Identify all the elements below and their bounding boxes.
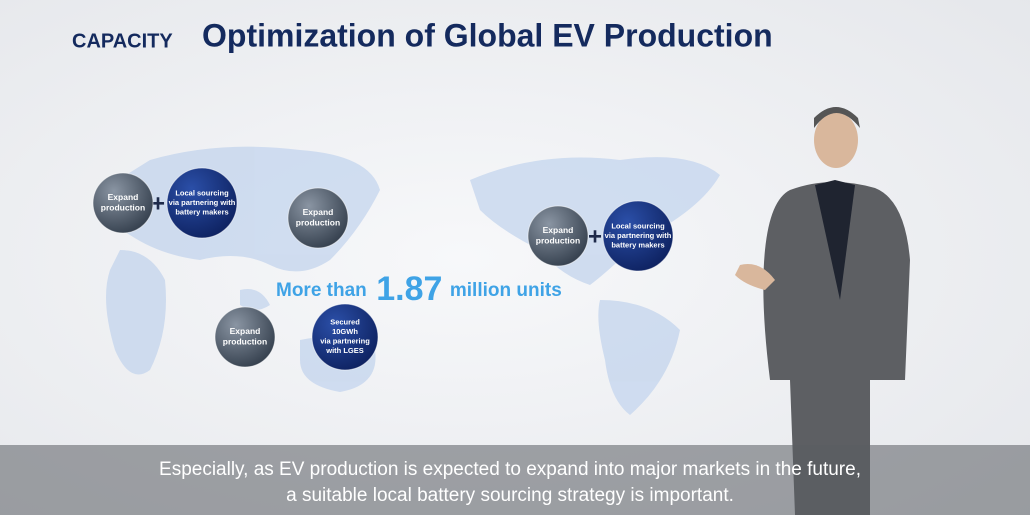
bubble-text: Expand (108, 192, 139, 202)
highlight-number: 1.87 (376, 270, 442, 308)
bubble-text: via partnering (320, 337, 370, 346)
caption-line: Especially, as EV production is expected… (159, 459, 861, 480)
bubble (166, 167, 238, 239)
bubble-text: 10GWh (332, 327, 358, 336)
bubble (527, 205, 589, 267)
bubble-text: battery makers (611, 240, 664, 249)
bubble-text: production (296, 218, 340, 228)
presenter (735, 107, 910, 515)
bubble-text: Expand (230, 326, 261, 336)
bubble-text: production (536, 236, 580, 246)
plus-signs: + + (151, 190, 602, 250)
highlight-suffix: million units (450, 280, 562, 301)
bubble-text: production (101, 203, 145, 213)
bubble-text: via partnering with (605, 231, 672, 240)
bubble-text: battery makers (175, 207, 228, 216)
caption-bar (0, 445, 1030, 515)
bubble-text: production (223, 337, 267, 347)
header-title: Optimization of Global EV Production (202, 17, 773, 53)
highlight: More than 1.87 million units (276, 270, 562, 308)
bubble (92, 172, 154, 234)
bubble (602, 200, 674, 272)
svg-text:+: + (151, 190, 165, 217)
svg-text:+: + (588, 223, 602, 250)
bubble-text: Local sourcing (175, 188, 229, 197)
highlight-prefix: More than (276, 280, 367, 301)
bubble (214, 306, 276, 368)
bubble-text: via partnering with (169, 198, 236, 207)
bubble-text: Secured (330, 318, 360, 327)
bubble-text: with LGES (325, 346, 364, 355)
bubble-text: Expand (543, 225, 574, 235)
bubble-text: Local sourcing (611, 221, 665, 230)
bubble (311, 303, 379, 371)
bubble-text: Expand (303, 207, 334, 217)
bubble (287, 187, 349, 249)
header-label: CAPACITY (72, 30, 173, 52)
caption-line: a suitable local battery sourcing strate… (286, 485, 734, 506)
